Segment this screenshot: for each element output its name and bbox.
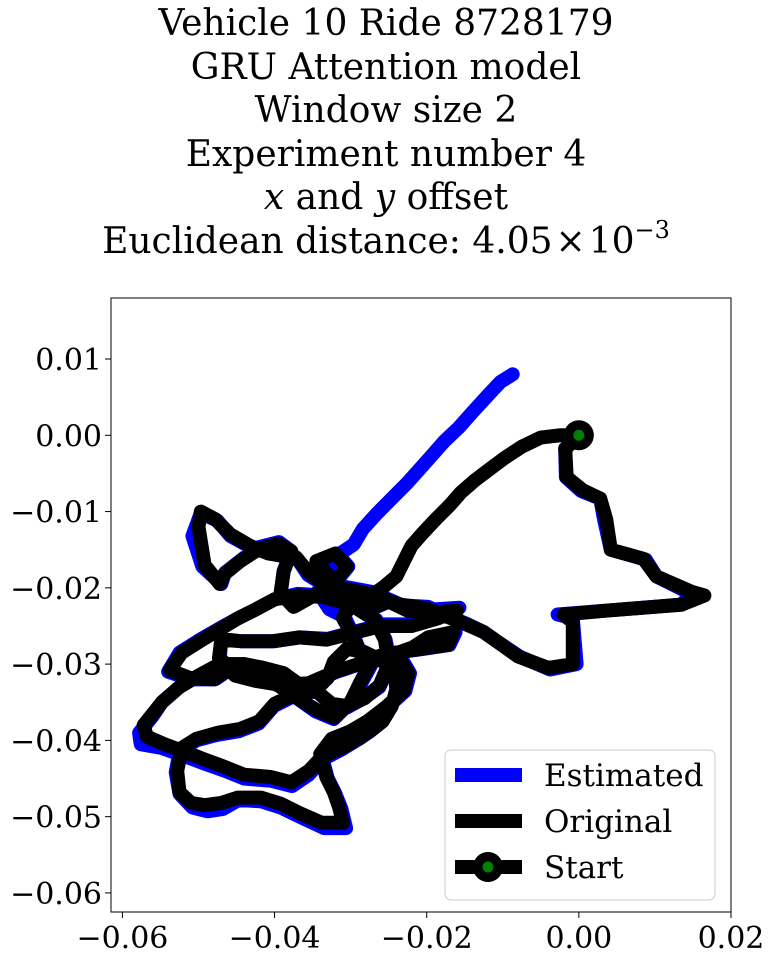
title-distance-text: Euclidean distance: 4.05: [102, 220, 553, 262]
title-line-5: x and y offset: [0, 176, 772, 220]
title-distance-exponent: −3: [634, 215, 670, 244]
chart-title: Vehicle 10 Ride 8728179 GRU Attention mo…: [0, 2, 772, 263]
series-original-line: [136, 428, 712, 830]
title-distance-base: 10: [588, 220, 635, 262]
x-axis: −0.06 −0.04 −0.02 0.00 0.02: [76, 912, 764, 956]
y-tick-label: −0.04: [10, 724, 102, 759]
title-line-3: Window size 2: [254, 90, 518, 131]
y-tick-label: −0.06: [10, 877, 102, 912]
y-tick-label: 0.00: [35, 419, 102, 454]
x-tick-label: −0.02: [381, 921, 473, 956]
plot-frame: [110, 297, 732, 913]
title-line-2: GRU Attention model: [190, 46, 582, 88]
x-tick-label: −0.06: [76, 921, 168, 956]
legend-estimated-label: Estimated: [544, 758, 703, 794]
y-tick-label: −0.05: [10, 801, 102, 836]
title-line-1: Vehicle 10 Ride 8728179: [158, 3, 614, 44]
title-offset-text: offset: [395, 177, 509, 218]
y-tick-label: −0.01: [10, 496, 102, 531]
title-x-symbol: x: [263, 177, 285, 218]
title-y-symbol: y: [374, 177, 396, 218]
title-line-6: Euclidean distance: 4.05×10−3: [0, 218, 772, 264]
legend: Estimated Original Start: [444, 749, 716, 901]
title-line-4: Experiment number 4: [185, 133, 587, 175]
y-tick-label: −0.02: [10, 572, 102, 607]
y-tick-label: −0.03: [10, 648, 102, 683]
title-and-text: and: [284, 177, 375, 218]
y-tick-label: 0.01: [35, 343, 102, 378]
title-times-symbol: ×: [555, 220, 586, 262]
x-tick-label: −0.04: [229, 921, 321, 956]
start-marker-center: [573, 429, 585, 441]
legend-start-label: Start: [544, 850, 624, 886]
x-tick-label: 0.02: [698, 921, 765, 956]
x-tick-label: 0.00: [545, 921, 612, 956]
y-axis: 0.01 0.00 −0.01 −0.02 −0.03 −0.04 −0.05 −0.06: [10, 343, 111, 912]
legend-start-marker-center: [482, 861, 494, 873]
legend-original-label: Original: [544, 804, 672, 840]
series-layer: [132, 367, 712, 836]
